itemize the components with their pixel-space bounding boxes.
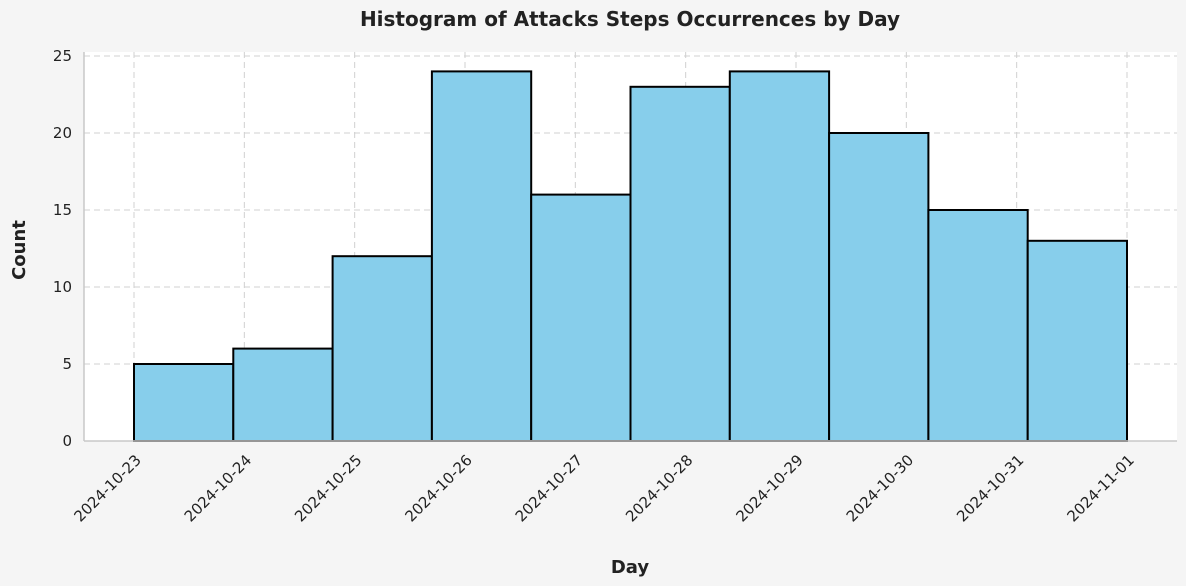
y-tick-label: 5 (62, 355, 72, 373)
x-tick-label: 2024-10-31 (953, 451, 1027, 525)
histogram-bar (133, 363, 235, 442)
x-tick-label: 2024-10-25 (291, 451, 365, 525)
x-tick-label: 2024-11-01 (1063, 451, 1137, 525)
histogram-bar (232, 347, 334, 443)
histogram-bar (331, 255, 433, 443)
y-tick-labels: 0 5 10 15 20 25 (53, 47, 72, 450)
y-tick-label: 10 (53, 278, 72, 296)
y-axis-label: Count (9, 220, 30, 280)
y-tick-label: 25 (53, 47, 72, 65)
histogram-bar (828, 132, 930, 442)
histogram-bar (430, 70, 533, 443)
x-tick-labels: 2024-10-23 2024-10-24 2024-10-25 2024-10-26… (70, 451, 1137, 525)
y-tick-label: 15 (53, 201, 72, 219)
x-tick-label: 2024-10-30 (843, 451, 917, 525)
x-tick-label: 2024-10-28 (622, 451, 696, 525)
histogram-bar (629, 85, 731, 443)
histogram-bar (530, 193, 632, 442)
histogram-bar (927, 209, 1029, 442)
histogram-bar (1026, 239, 1128, 442)
y-tick-label: 0 (62, 432, 72, 450)
x-tick-label: 2024-10-27 (512, 451, 586, 525)
bars (133, 70, 1128, 443)
x-tick-label: 2024-10-26 (401, 451, 475, 525)
histogram-bar (728, 70, 831, 443)
x-axis-label: Day (611, 557, 650, 578)
x-tick-label: 2024-10-23 (70, 451, 144, 525)
x-tick-label: 2024-10-29 (732, 451, 806, 525)
x-tick-label: 2024-10-24 (181, 451, 255, 525)
y-tick-label: 20 (53, 124, 72, 142)
chart-title: Histogram of Attacks Steps Occurrences b… (360, 7, 900, 31)
